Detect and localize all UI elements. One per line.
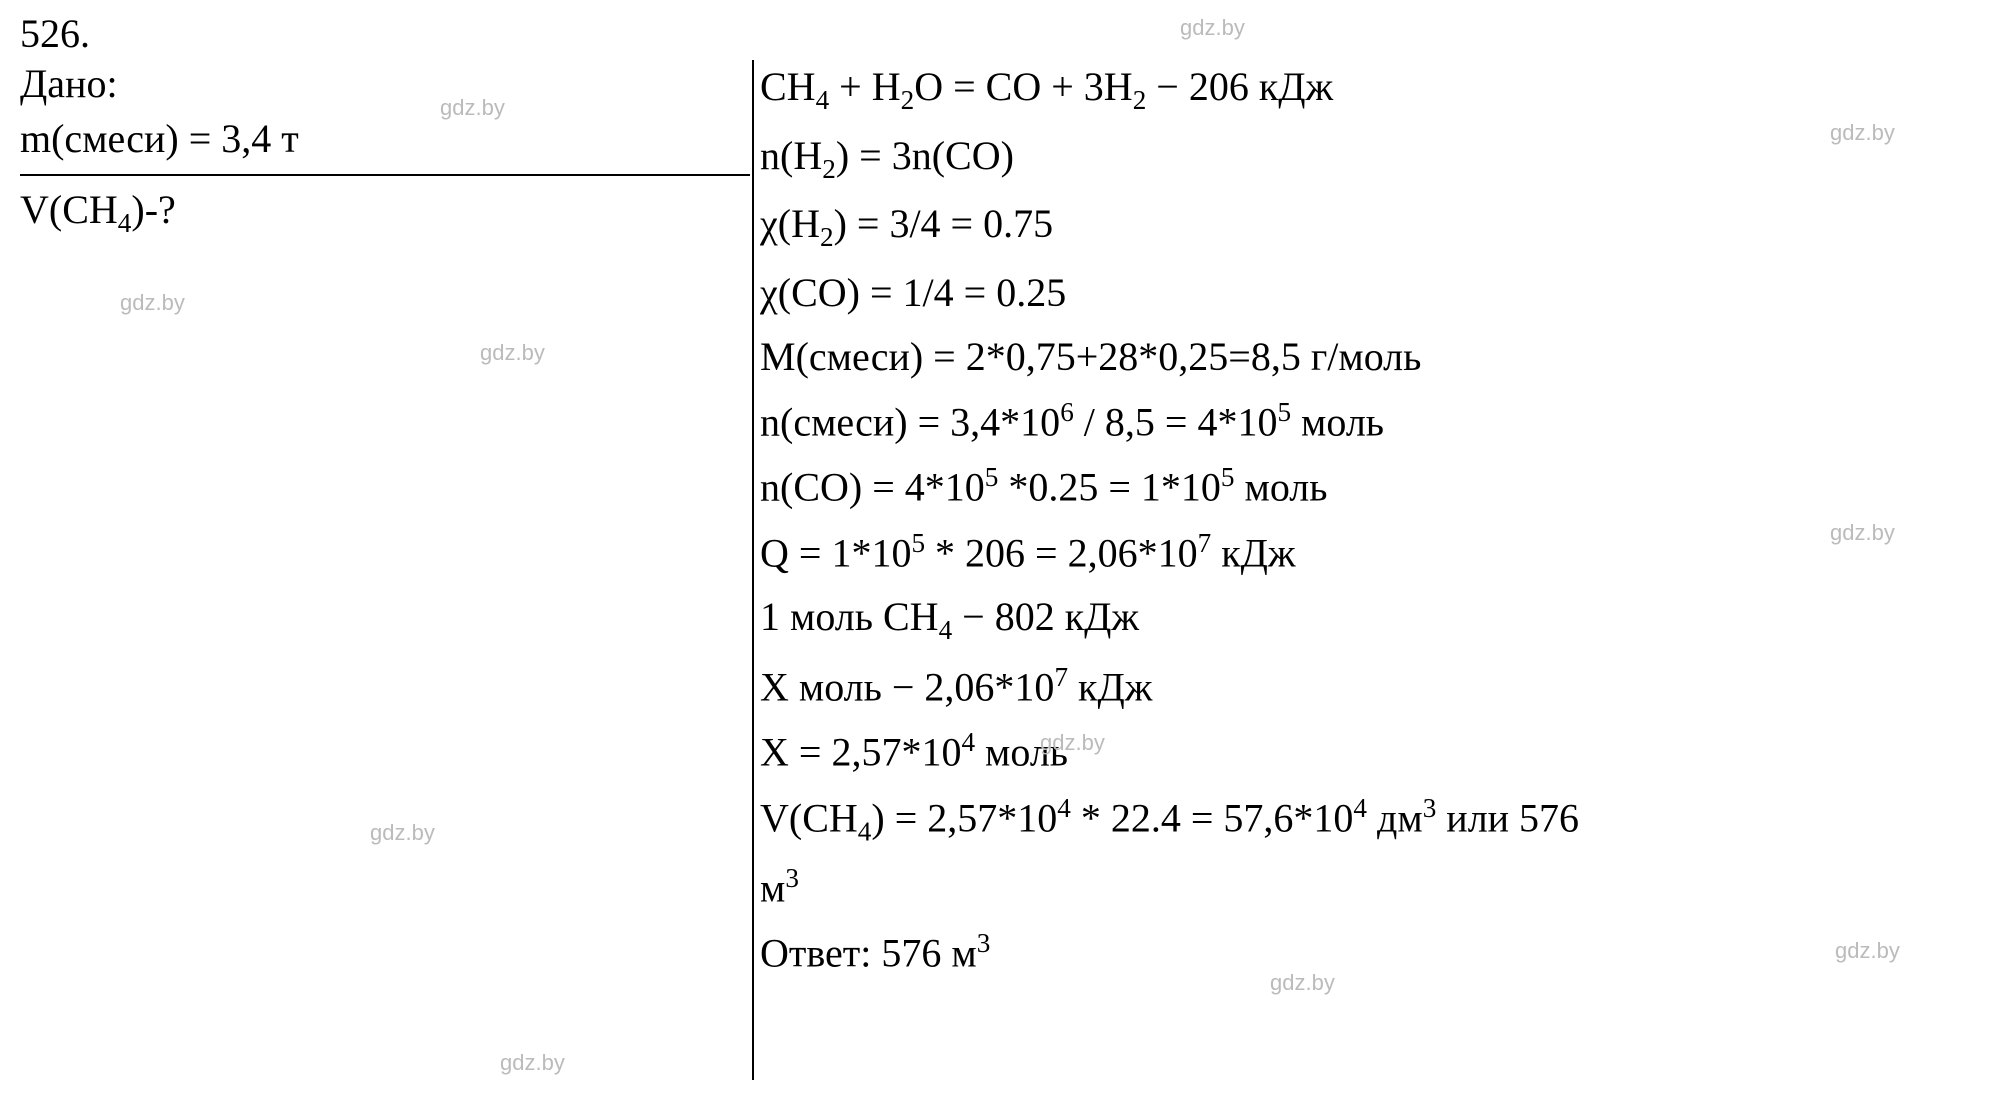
solution-line-13: м3	[760, 860, 1980, 915]
problem-number: 526.	[20, 10, 90, 57]
watermark: gdz.by	[1830, 520, 1895, 546]
vertical-divider	[752, 60, 754, 1080]
solution-line-10: X моль − 2,06*107 кДж	[760, 659, 1980, 714]
watermark: gdz.by	[370, 820, 435, 846]
solution-line-3: χ(H2) = 3/4 = 0.75	[760, 197, 1980, 256]
watermark: gdz.by	[1180, 15, 1245, 41]
watermark: gdz.by	[500, 1050, 565, 1076]
watermark: gdz.by	[1270, 970, 1335, 996]
solution-line-12: V(CH4) = 2,57*104 * 22.4 = 57,6*104 дм3 …	[760, 790, 1980, 850]
watermark: gdz.by	[1040, 730, 1105, 756]
solution-line-11: X = 2,57*104 моль	[760, 724, 1980, 779]
watermark: gdz.by	[480, 340, 545, 366]
solution-line-2: n(H2) = 3n(CO)	[760, 129, 1980, 188]
solution-line-8: Q = 1*105 * 206 = 2,06*107 кДж	[760, 525, 1980, 580]
solution-line-4: χ(CO) = 1/4 = 0.25	[760, 266, 1980, 320]
given-mass: m(смеси) = 3,4 т	[20, 115, 750, 176]
solution-section: CH4 + H2O = CO + 3H2 − 206 кДж n(H2) = 3…	[760, 60, 1980, 990]
watermark: gdz.by	[1835, 938, 1900, 964]
find-line: V(CH4)-?	[20, 186, 740, 239]
given-label: Дано:	[20, 60, 740, 107]
solution-line-1: CH4 + H2O = CO + 3H2 − 206 кДж	[760, 60, 1980, 119]
answer-line: Ответ: 576 м3	[760, 925, 1980, 980]
solution-line-5: M(смеси) = 2*0,75+28*0,25=8,5 г/моль	[760, 330, 1980, 384]
solution-line-7: n(CO) = 4*105 *0.25 = 1*105 моль	[760, 459, 1980, 514]
problem-container: 526. Дано: m(смеси) = 3,4 т V(CH4)-? CH4…	[0, 0, 2002, 1099]
solution-line-9: 1 моль CH4 − 802 кДж	[760, 590, 1980, 649]
solution-line-6: n(смеси) = 3,4*106 / 8,5 = 4*105 моль	[760, 394, 1980, 449]
watermark: gdz.by	[440, 95, 505, 121]
watermark: gdz.by	[120, 290, 185, 316]
given-section: Дано: m(смеси) = 3,4 т V(CH4)-?	[20, 60, 740, 239]
watermark: gdz.by	[1830, 120, 1895, 146]
